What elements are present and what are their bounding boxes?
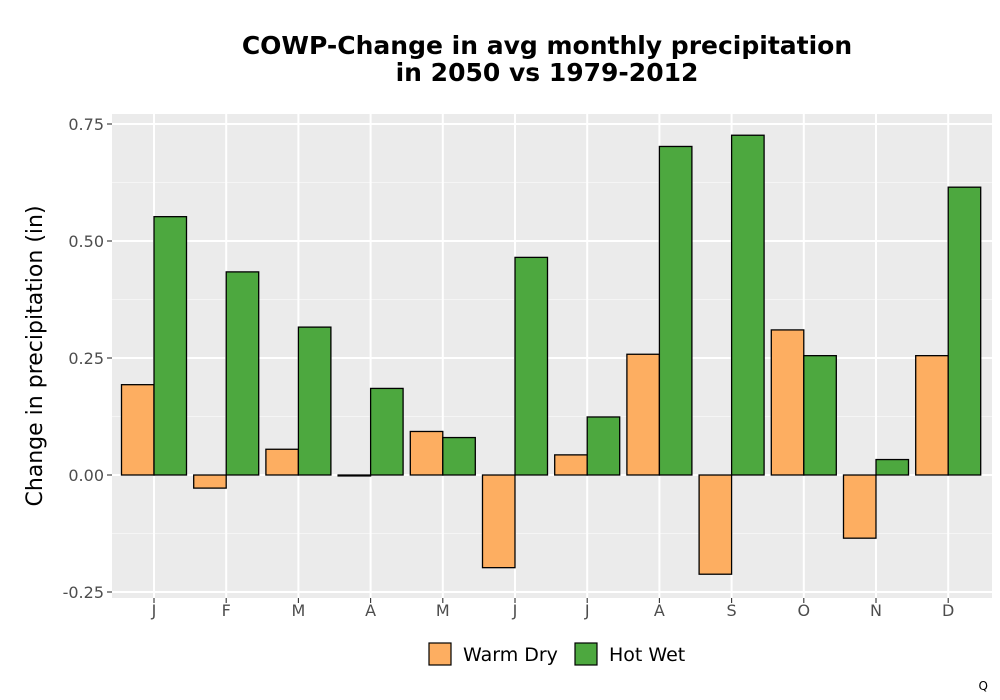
bar-warm-dry: [265, 448, 300, 476]
bar-hot-wet: [947, 186, 982, 476]
bar-warm-dry: [337, 474, 372, 477]
bar-hot-wet: [658, 145, 693, 476]
bars: [120, 134, 982, 575]
bar-warm-dry: [554, 454, 588, 476]
bar-warm-dry: [193, 474, 227, 489]
bar-warm-dry: [481, 474, 516, 569]
y-tick-label: 0.75: [68, 115, 104, 134]
legend: Warm Dry Hot Wet: [428, 642, 685, 666]
bar-hot-wet: [730, 134, 765, 476]
bar-warm-dry: [120, 384, 155, 476]
bar-hot-wet: [803, 355, 837, 476]
x-tick-label: O: [798, 601, 811, 620]
bar-hot-wet: [875, 458, 910, 476]
bar-hot-wet: [514, 256, 549, 476]
x-tick-label: A: [654, 601, 665, 620]
y-tick-label: 0.25: [68, 349, 104, 368]
bar-warm-dry: [626, 353, 661, 476]
y-tick-label: 0.50: [68, 232, 104, 251]
bar-hot-wet: [586, 416, 621, 476]
bar-warm-dry: [915, 355, 949, 476]
bar-hot-wet: [369, 387, 404, 476]
legend-label-hot-wet: Hot Wet: [609, 644, 685, 666]
x-tick-label: F: [222, 601, 231, 620]
bar-hot-wet: [153, 216, 188, 476]
chart-title-line-2: in 2050 vs 1979-2012: [396, 58, 699, 87]
x-tick-label: A: [365, 601, 376, 620]
legend-key-warm-dry: [428, 642, 452, 666]
caption: Q: [979, 679, 988, 693]
x-tick-label: D: [942, 601, 954, 620]
bar-hot-wet: [442, 436, 476, 476]
bar-warm-dry: [770, 329, 805, 476]
y-tick-label: -0.25: [63, 583, 104, 602]
x-tick-label: M: [291, 601, 305, 620]
x-tick-label: J: [151, 601, 157, 620]
y-axis: -0.25 0.00 0.25 0.50 0.75: [63, 115, 112, 602]
y-tick-label: 0.00: [68, 466, 104, 485]
x-tick-label: J: [584, 601, 590, 620]
bar-hot-wet: [297, 326, 332, 476]
x-tick-label: M: [436, 601, 450, 620]
legend-key-hot-wet: [574, 642, 598, 666]
bar-warm-dry: [698, 474, 733, 575]
legend-label-warm-dry: Warm Dry: [463, 644, 558, 666]
x-tick-label: J: [512, 601, 518, 620]
bar-warm-dry: [842, 474, 877, 539]
x-tick-label: S: [727, 601, 737, 620]
bar-hot-wet: [225, 271, 260, 476]
y-axis-title: Change in precipitation (in): [23, 205, 48, 506]
chart-title-line-1: COWP-Change in avg monthly precipitation: [242, 31, 852, 60]
bar-warm-dry: [409, 430, 444, 476]
x-tick-label: N: [870, 601, 882, 620]
